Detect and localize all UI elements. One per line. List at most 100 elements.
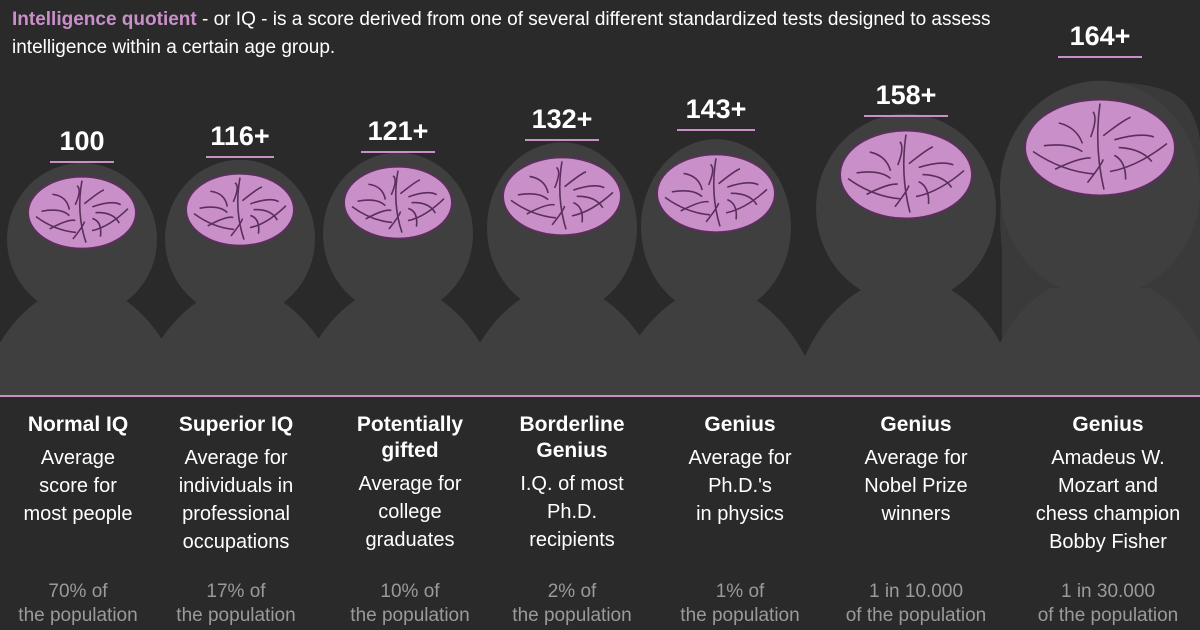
brain-folds [510, 161, 614, 230]
description-line: Nobel Prize [864, 475, 968, 497]
brain-folds [847, 134, 965, 213]
divider-line [0, 395, 1200, 397]
category-column: Genius Amadeus W. Mozart and chess champion… [1018, 412, 1198, 626]
iq-score-label: 158+ [876, 80, 937, 110]
population-share: 1% of the population [665, 580, 815, 628]
description-line: in physics [696, 503, 784, 525]
population-share-label: the population [512, 605, 632, 626]
brain-folds [664, 158, 768, 227]
brain-icon [27, 175, 137, 250]
population-share-label: of the population [845, 605, 987, 626]
description-line: occupations [182, 531, 290, 553]
description-line: winners [881, 503, 951, 525]
head-figure-6: 158+ [791, 80, 1021, 396]
head-figure-4: 132+ [457, 104, 667, 396]
intro-body: - or IQ - is a score derived from one of… [12, 9, 991, 58]
category-column: Normal IQ Average score for most people 70% … [3, 412, 153, 626]
head-figure-3: 121+ [293, 116, 503, 396]
population-share: 10% of the population [335, 580, 485, 628]
population-share-label: the population [350, 605, 470, 626]
population-share-label: of the population [1037, 605, 1179, 626]
category-description: Average score for most people [3, 444, 153, 528]
body-silhouette [135, 300, 345, 396]
category-description: Average for college graduates [335, 470, 485, 554]
category-title: Genius [1072, 413, 1144, 436]
category-description: Average for individuals in professional occ… [161, 444, 311, 556]
category-title: Genius [880, 413, 952, 436]
brain-icon [502, 156, 622, 237]
description-line: Amadeus W. [1051, 447, 1165, 469]
category-column: Superior IQ Average for individuals in prof… [161, 412, 311, 626]
category-title: Normal IQ [27, 413, 129, 436]
description-line: Average [40, 447, 116, 469]
population-share-value: 10% of [380, 581, 440, 602]
head-figure-5: 143+ [611, 94, 821, 396]
category-description: I.Q. of most Ph.D. recipients [497, 470, 647, 554]
intro-highlight: Intelligence quotient [12, 9, 197, 30]
population-share-value: 70% of [48, 581, 108, 602]
population-share-value: 1% of [715, 581, 765, 602]
brain-folds [351, 170, 445, 233]
brain-folds [35, 180, 129, 243]
category-column: Borderline Genius I.Q. of most Ph.D. recipie… [497, 412, 647, 626]
description-line: Ph.D.'s [708, 475, 772, 497]
category-description: Average for Nobel Prize winners [831, 444, 1001, 528]
head-figure-2: 116+ [135, 121, 345, 396]
description-line: Ph.D. [546, 501, 598, 523]
description-line: individuals in [178, 475, 294, 497]
body-silhouette [457, 298, 667, 396]
population-share: 1 in 10.000 of the population [831, 580, 1001, 628]
body-silhouette [980, 288, 1200, 396]
category-column: Genius Average for Nobel Prize winners 1 in … [831, 412, 1001, 626]
population-share: 2% of the population [497, 580, 647, 628]
category-title: Superior IQ [178, 413, 294, 436]
brain-icon [656, 153, 776, 234]
category-title-line2: gifted [381, 439, 439, 462]
category-title: Borderline [519, 413, 625, 436]
description-line: Average for [864, 447, 968, 469]
population-share-value: 1 in 30.000 [1060, 581, 1156, 602]
population-share-value: 2% of [547, 581, 597, 602]
category-description: Amadeus W. Mozart and chess champion Bobby … [1018, 444, 1198, 556]
body-silhouette [611, 300, 821, 396]
population-share-label: the population [680, 605, 800, 626]
population-share-value: 1 in 10.000 [868, 581, 964, 602]
population-share: 17% of the population [161, 580, 311, 628]
population-share-label: the population [176, 605, 296, 626]
iq-score-label: 100 [59, 126, 104, 156]
description-line: most people [23, 503, 133, 525]
brain-icon [343, 165, 453, 240]
description-line: chess champion [1035, 503, 1181, 525]
iq-score-label: 132+ [532, 104, 593, 134]
description-line: graduates [365, 529, 455, 551]
heads-illustration: 100 116+ 121+ 132+ 143+ 158+ 164+ [0, 21, 1200, 396]
body-silhouette [0, 298, 187, 396]
head-figure-1: 100 [0, 126, 187, 396]
description-line: score for [39, 475, 117, 497]
category-title-line2: Genius [536, 439, 608, 462]
iq-score-label: 116+ [210, 121, 269, 151]
description-line: Average for [184, 447, 288, 469]
description-line: Mozart and [1057, 475, 1159, 497]
body-silhouette [791, 290, 1021, 396]
description-line: Average for [688, 447, 792, 469]
category-title: Potentially [356, 413, 464, 436]
head-figure-7: 164+ [980, 21, 1200, 396]
description-line: Bobby Fisher [1049, 531, 1167, 553]
intro-text: Intelligence quotient - or IQ - is a sco… [12, 6, 1042, 62]
category-description: Average for Ph.D.'s in physics [665, 444, 815, 528]
iq-score-label: 121+ [368, 116, 429, 146]
iq-score-label: 164+ [1070, 21, 1131, 51]
category-column: Genius Average for Ph.D.'s in physics 1% of t… [665, 412, 815, 626]
population-share: 70% of the population [3, 580, 153, 628]
brain-icon [1024, 98, 1176, 197]
description-line: Average for [358, 473, 462, 495]
brain-icon [185, 172, 295, 247]
brain-folds [193, 177, 287, 240]
iq-score-label: 143+ [686, 94, 747, 124]
description-line: college [378, 501, 442, 523]
brain-folds [1032, 103, 1168, 190]
body-silhouette [293, 298, 503, 396]
population-share-value: 17% of [206, 581, 266, 602]
category-column: Potentially gifted Average for college gradu… [335, 412, 485, 626]
